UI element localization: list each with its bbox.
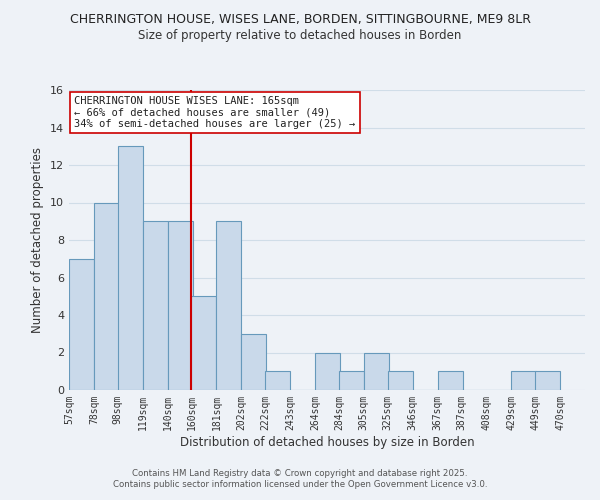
Bar <box>511 371 536 390</box>
X-axis label: Distribution of detached houses by size in Borden: Distribution of detached houses by size … <box>179 436 475 448</box>
Bar <box>118 146 143 390</box>
Text: Contains HM Land Registry data © Crown copyright and database right 2025.: Contains HM Land Registry data © Crown c… <box>132 468 468 477</box>
Text: CHERRINGTON HOUSE WISES LANE: 165sqm
← 66% of detached houses are smaller (49)
3: CHERRINGTON HOUSE WISES LANE: 165sqm ← 6… <box>74 96 355 129</box>
Bar <box>265 371 290 390</box>
Text: Size of property relative to detached houses in Borden: Size of property relative to detached ho… <box>139 29 461 42</box>
Bar <box>217 221 241 390</box>
Y-axis label: Number of detached properties: Number of detached properties <box>31 147 44 333</box>
Bar <box>437 371 463 390</box>
Bar <box>535 371 560 390</box>
Bar <box>315 352 340 390</box>
Bar <box>241 334 266 390</box>
Text: Contains public sector information licensed under the Open Government Licence v3: Contains public sector information licen… <box>113 480 487 489</box>
Bar <box>388 371 413 390</box>
Bar <box>69 259 94 390</box>
Bar <box>94 202 119 390</box>
Bar <box>191 296 217 390</box>
Bar <box>143 221 167 390</box>
Bar <box>339 371 364 390</box>
Bar <box>167 221 193 390</box>
Text: CHERRINGTON HOUSE, WISES LANE, BORDEN, SITTINGBOURNE, ME9 8LR: CHERRINGTON HOUSE, WISES LANE, BORDEN, S… <box>70 12 530 26</box>
Bar <box>364 352 389 390</box>
